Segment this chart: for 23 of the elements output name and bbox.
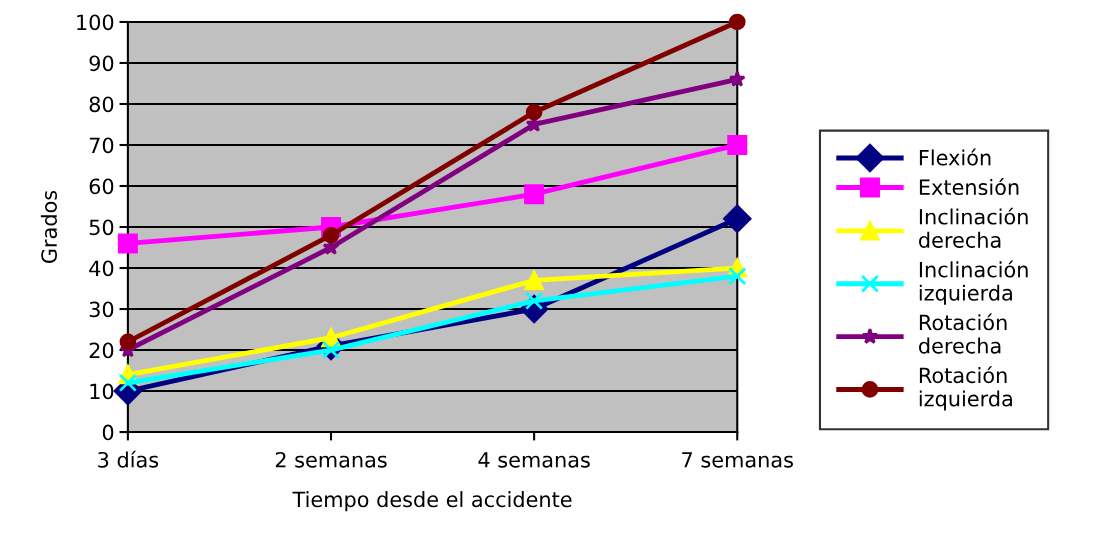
x-tick-label: 3 días [98,450,159,468]
y-tick-label: 80 [89,96,114,113]
y-tick-label: 50 [89,219,114,236]
legend-label: Rotación derecha [919,313,1007,354]
x-axis-title: Tiempo desde el accidente [292,491,572,512]
x-tick-label: 7 semanas [682,452,793,468]
y-tick-label: 0 [102,424,114,441]
legend-label: Flexión [919,148,991,166]
y-tick-label: 10 [90,383,114,400]
legend-label: Inclinación derecha [919,207,1028,248]
y-tick-label: 30 [89,301,114,318]
x-tick-label: 4 semanas [478,452,590,468]
y-tick-label: 60 [89,178,114,195]
legend-label: Extensión [919,178,1019,196]
y-tick-label: 90 [89,55,114,72]
legend-label: Rotación izquierda [919,366,1012,411]
y-tick-label: 100 [77,14,114,31]
y-tick-label: 40 [89,260,114,277]
x-tick-label: 2 semanas [275,451,387,468]
y-tick-label: 70 [89,137,114,154]
y-axis-title: Grados [40,190,57,263]
y-tick-label: 20 [89,342,114,359]
legend-label: Inclinación izquierda [919,260,1028,305]
